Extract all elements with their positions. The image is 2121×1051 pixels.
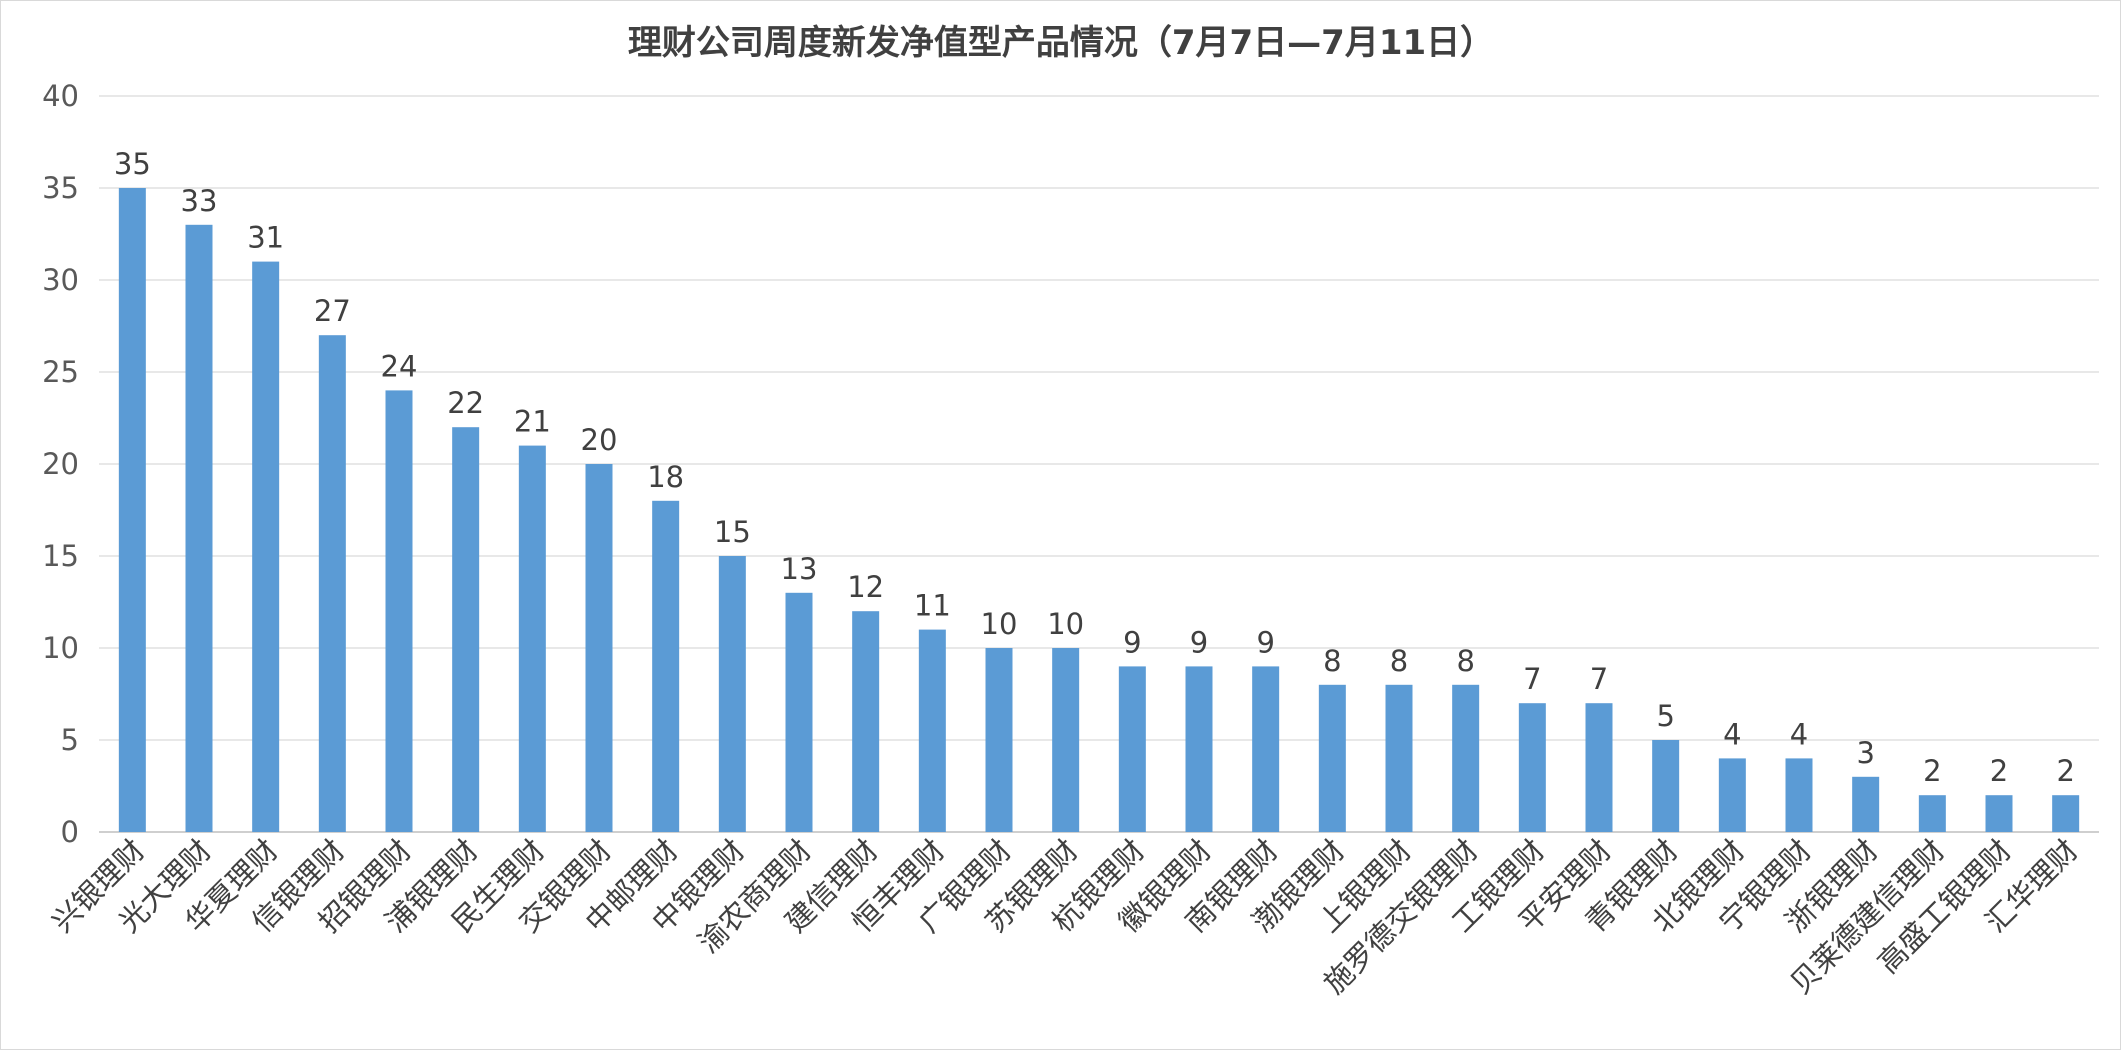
data-label: 2 xyxy=(2056,754,2074,788)
bar xyxy=(1452,684,1480,832)
bar xyxy=(1318,684,1346,832)
bars xyxy=(118,188,2080,833)
data-label: 27 xyxy=(314,294,351,328)
bar xyxy=(1918,795,1946,832)
data-label: 7 xyxy=(1590,662,1608,696)
bar xyxy=(1052,648,1080,832)
y-tick-label: 30 xyxy=(42,263,79,297)
data-label: 8 xyxy=(1390,644,1408,678)
y-axis-ticks: 0 5 10 15 20 25 30 35 40 xyxy=(42,79,79,849)
bar xyxy=(452,427,480,832)
bar xyxy=(918,629,946,832)
data-label: 24 xyxy=(381,349,418,383)
data-label: 10 xyxy=(981,607,1018,641)
gridlines xyxy=(99,95,2099,833)
data-label: 2 xyxy=(1990,754,2008,788)
data-label: 18 xyxy=(647,460,684,494)
bar xyxy=(1852,776,1880,832)
bar xyxy=(2052,795,2080,832)
data-label: 9 xyxy=(1190,625,1208,659)
data-label: 4 xyxy=(1790,717,1808,751)
data-label: 12 xyxy=(847,570,884,604)
bar xyxy=(118,188,146,832)
bar xyxy=(1385,684,1413,832)
data-label: 11 xyxy=(914,589,951,623)
bar xyxy=(1785,758,1813,832)
bar xyxy=(585,464,613,832)
data-label: 2 xyxy=(1923,754,1941,788)
data-label: 10 xyxy=(1047,607,1084,641)
bar xyxy=(1718,758,1746,832)
bar xyxy=(785,592,813,832)
data-label: 22 xyxy=(447,386,484,420)
bar xyxy=(718,556,746,832)
data-label: 3 xyxy=(1856,736,1874,770)
chart-title: 理财公司周度新发净值型产品情况（7月7日—7月11日） xyxy=(628,23,1494,63)
bar xyxy=(1985,795,2013,832)
y-tick-label: 0 xyxy=(61,815,79,849)
bar xyxy=(1185,666,1213,832)
bar xyxy=(518,445,546,832)
y-tick-label: 25 xyxy=(42,355,79,389)
data-label: 8 xyxy=(1456,644,1474,678)
data-label: 8 xyxy=(1323,644,1341,678)
y-tick-label: 15 xyxy=(42,539,79,573)
data-label: 7 xyxy=(1523,662,1541,696)
bar xyxy=(185,224,213,833)
data-label: 9 xyxy=(1256,625,1274,659)
y-tick-label: 5 xyxy=(61,723,79,757)
data-label: 9 xyxy=(1123,625,1141,659)
bar xyxy=(985,648,1013,832)
bar xyxy=(252,261,280,833)
bar xyxy=(652,500,680,832)
data-label: 35 xyxy=(114,147,151,181)
y-tick-label: 35 xyxy=(42,171,79,205)
bar xyxy=(385,390,413,832)
bar xyxy=(1518,703,1546,832)
bar xyxy=(1585,703,1613,832)
x-axis-ticks: 兴银理财光大理财华夏理财信银理财招银理财浦银理财民生理财交银理财中邮理财中银理财… xyxy=(45,833,2084,1001)
bar xyxy=(318,335,346,832)
data-label: 20 xyxy=(581,423,618,457)
bar xyxy=(1118,666,1146,832)
data-label: 4 xyxy=(1723,717,1741,751)
y-tick-label: 40 xyxy=(42,79,79,113)
bar xyxy=(1252,666,1280,832)
data-label: 13 xyxy=(781,552,818,586)
y-tick-label: 20 xyxy=(42,447,79,481)
bar xyxy=(852,611,880,832)
y-tick-label: 10 xyxy=(42,631,79,665)
data-label: 31 xyxy=(247,221,284,255)
data-label: 5 xyxy=(1656,699,1674,733)
data-label: 15 xyxy=(714,515,751,549)
data-label: 21 xyxy=(514,405,551,439)
data-label: 33 xyxy=(181,184,218,218)
bar xyxy=(1652,740,1680,832)
